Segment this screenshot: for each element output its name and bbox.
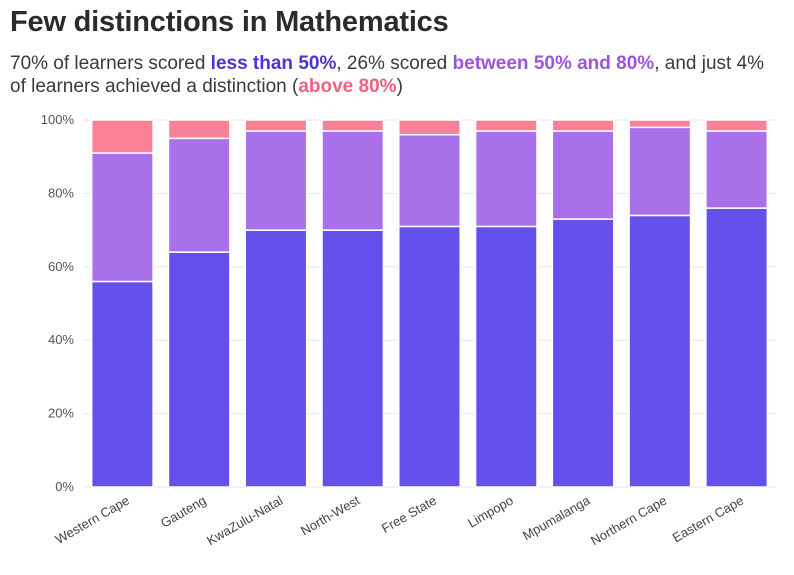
y-tick-label: 100% [41,112,75,127]
bar-segment-less-than-50 [398,225,461,488]
subtitle-highlight-above-80: above 80% [298,76,397,97]
bar-segment-less-than-50 [167,251,231,488]
bar-segment-above-80 [244,119,308,132]
bar-segment-above-80 [474,119,538,132]
bar-segment-less-than-50 [90,280,154,488]
subtitle-text-4: ) [396,76,403,97]
bar-segment-less-than-50 [474,225,538,488]
y-axis: 0% 20% 40% 60% 80% 100% [41,112,75,494]
bar-segment-between-50-80 [551,130,615,220]
x-category-label: North-West [298,492,363,538]
x-category-label: KwaZulu-Natal [204,493,285,549]
subtitle-text-2: , 26% scored [336,53,453,74]
bar-segment-between-50-80 [321,130,385,231]
y-tick-label: 40% [48,332,74,347]
subtitle-text-3: , and just 4% of learners achieved a dis… [10,53,765,97]
y-tick-label: 80% [48,185,74,200]
x-category-label: Northern Cape [588,493,669,549]
x-category-label: Free State [379,493,439,536]
y-tick-label: 60% [48,259,74,274]
bar-segment-between-50-80 [398,133,461,228]
x-category-label: Mpumalanga [520,492,593,543]
x-category-label: Limpopo [465,493,516,531]
x-category-label: Gauteng [158,493,209,531]
bar-segment-between-50-80 [244,130,308,231]
bar-segment-between-50-80 [474,130,538,228]
bar-segment-above-80 [551,119,615,132]
bars [90,119,769,488]
subtitle-highlight-less-than-50: less than 50% [210,53,337,74]
bar-segment-above-80 [628,119,692,129]
chart-subtitle: 70% of learners scored less than 50%, 26… [10,52,780,98]
x-category-label: Western Cape [53,493,132,547]
subtitle-highlight-between-50-80: between 50% and 80% [452,53,655,74]
bar-segment-between-50-80 [90,152,154,283]
bar-segment-between-50-80 [167,137,231,253]
x-category-label: Eastern Cape [670,493,746,546]
bar-segment-less-than-50 [628,214,692,488]
bar-segment-above-80 [321,119,385,132]
bar-segment-above-80 [167,119,231,140]
bar-segment-less-than-50 [705,207,769,488]
bar-segment-above-80 [398,119,461,136]
bar-segment-between-50-80 [705,130,769,209]
y-tick-label: 0% [55,479,74,494]
bar-segment-between-50-80 [628,126,692,217]
bar-segment-less-than-50 [321,229,385,488]
subtitle-text-1: 70% of learners scored [10,53,211,74]
bar-segment-less-than-50 [244,229,308,488]
bar-segment-above-80 [705,119,769,132]
y-tick-label: 20% [48,406,74,421]
chart-title: Few distinctions in Mathematics [10,6,449,38]
bar-segment-above-80 [90,119,154,154]
bar-segment-less-than-50 [551,218,615,488]
